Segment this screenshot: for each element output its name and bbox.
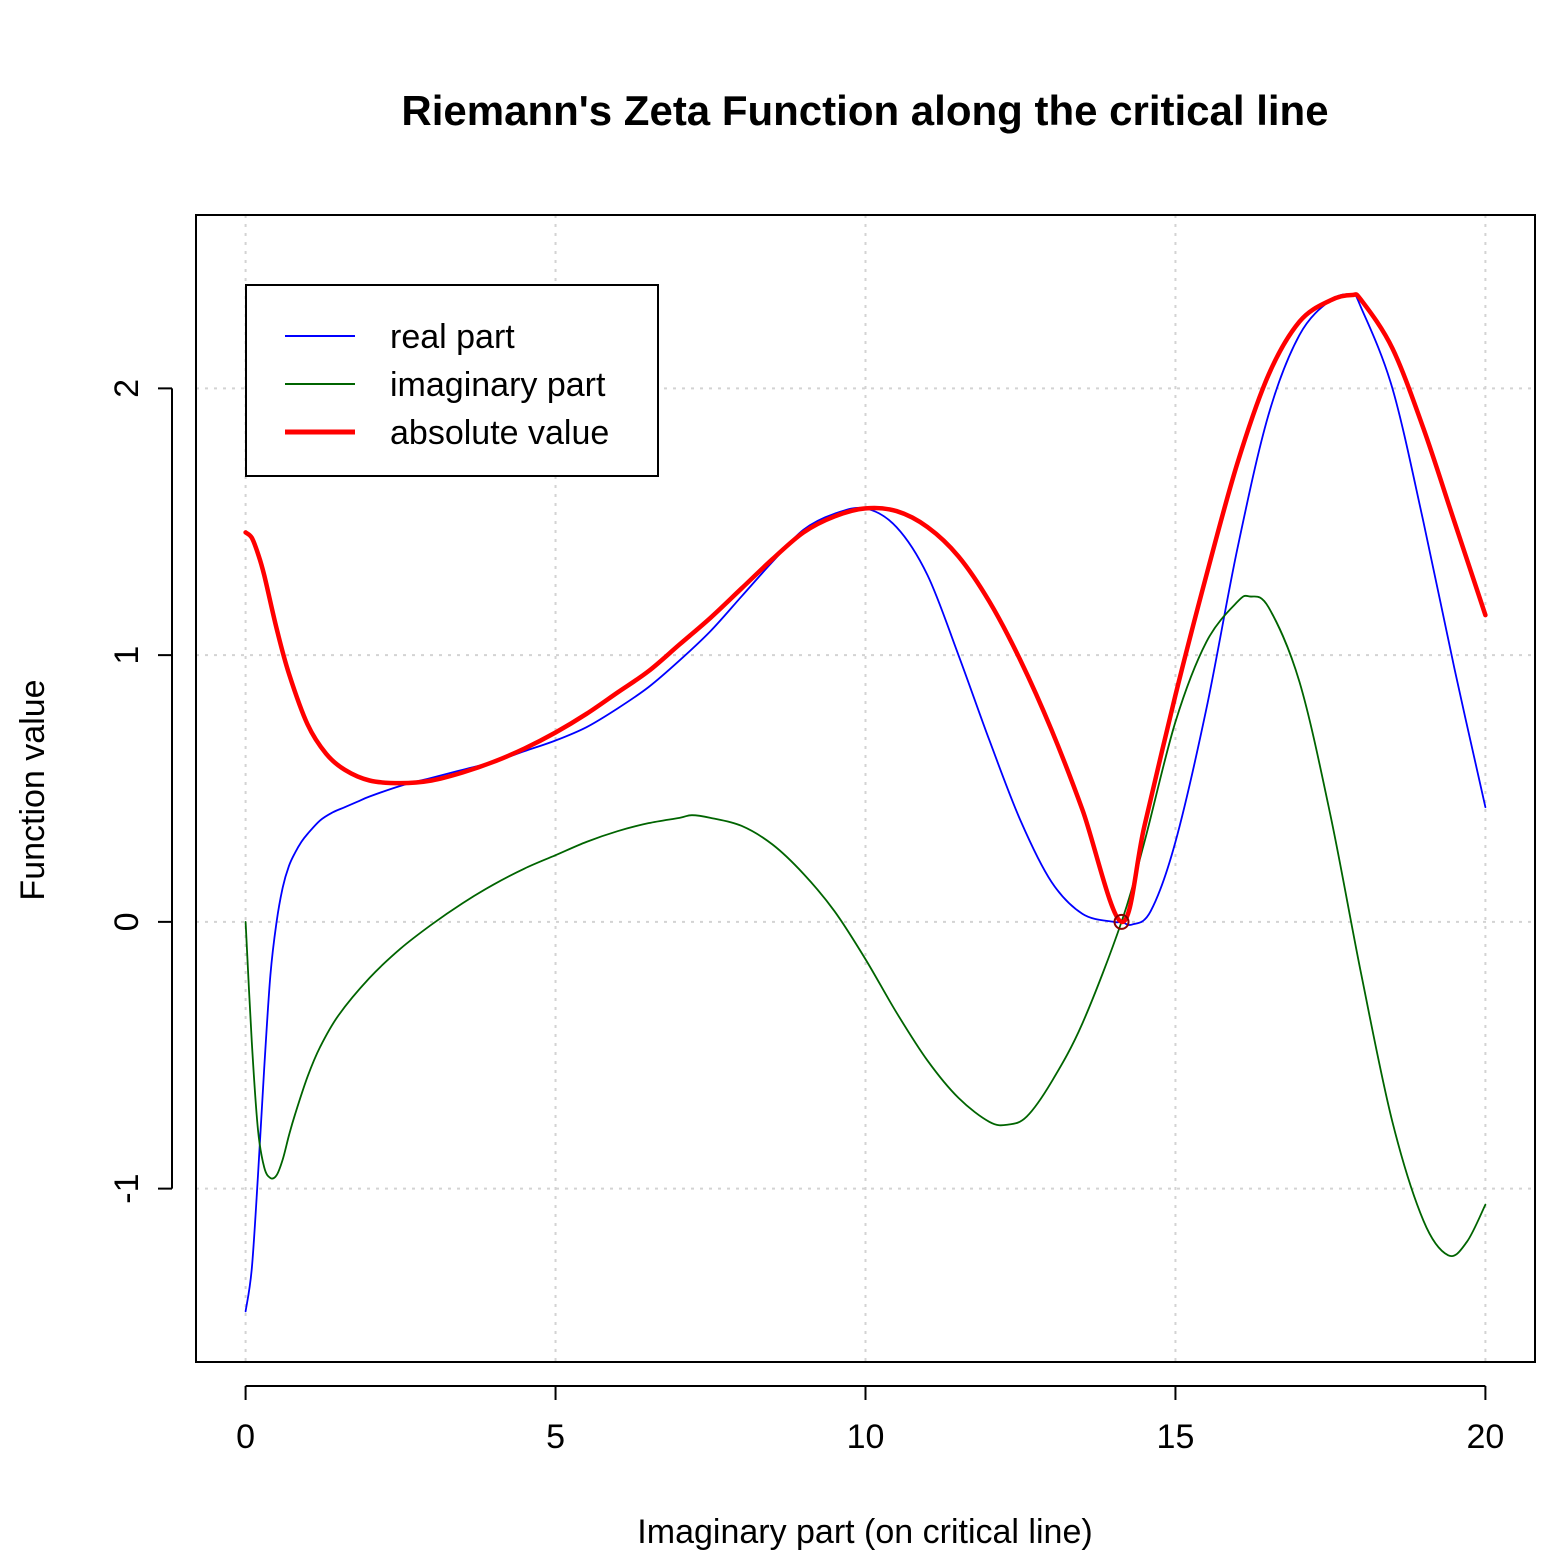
y-axis: -1 0 1 2 [108, 379, 173, 1204]
x-tick-label-3: 15 [1157, 1418, 1195, 1456]
zero-marker [1113, 913, 1130, 930]
legend-label-imaginary: imaginary part [390, 366, 606, 404]
y-tick-label-3: 2 [108, 379, 146, 398]
y-tick-label-1: 0 [108, 912, 146, 931]
legend: real part imaginary part absolute value [245, 284, 659, 477]
chart-title: Riemann's Zeta Function along the critic… [401, 87, 1328, 134]
x-tick-label-4: 20 [1466, 1418, 1504, 1456]
x-tick-label-0: 0 [236, 1418, 255, 1456]
legend-box [245, 284, 659, 477]
legend-label-absolute: absolute value [390, 414, 609, 452]
x-axis: 0 5 10 15 20 [236, 1385, 1504, 1456]
x-tick-label-2: 10 [847, 1418, 885, 1456]
plot-frame [195, 214, 1536, 1363]
y-tick-label-2: 1 [108, 646, 146, 665]
y-tick-label-0: -1 [108, 1173, 146, 1203]
y-axis-label: Function value [14, 679, 52, 900]
series-line-absolute [243, 292, 1488, 925]
legend-label-real: real part [390, 318, 515, 356]
series-line-imaginary [244, 594, 1487, 1257]
series-layer [243, 292, 1488, 1313]
x-tick-label-1: 5 [546, 1418, 565, 1456]
x-axis-label: Imaginary part (on critical line) [637, 1513, 1092, 1551]
zero-marker-circle [1113, 913, 1130, 930]
